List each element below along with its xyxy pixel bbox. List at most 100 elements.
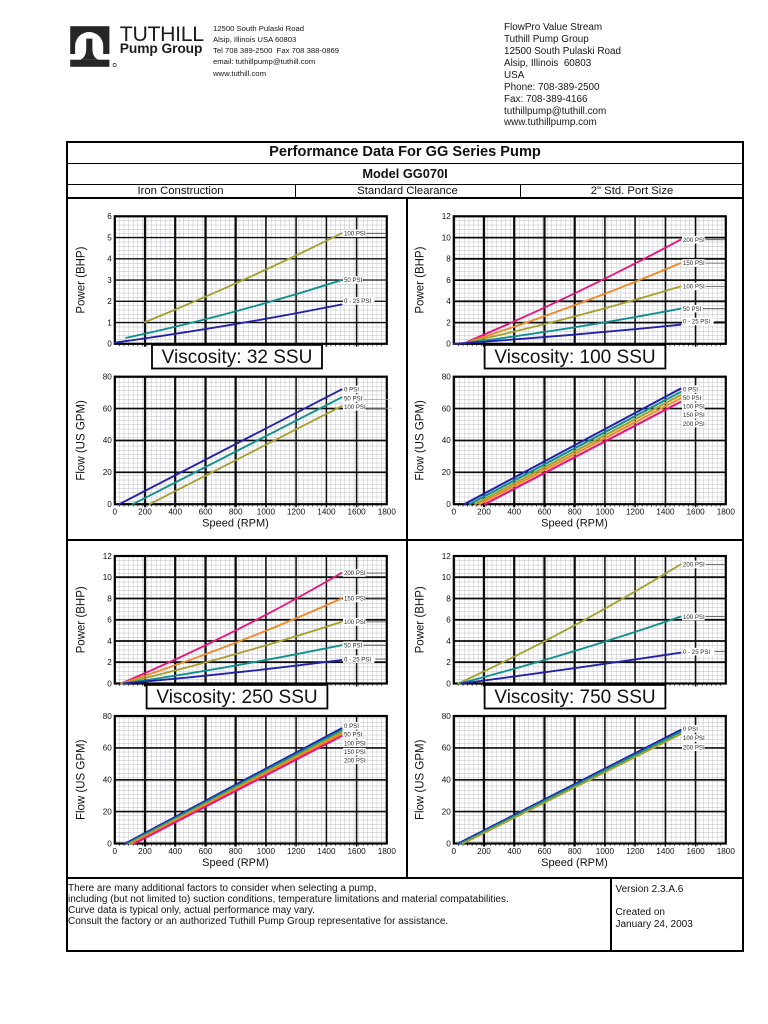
svg-text:100 PSI: 100 PSI — [344, 619, 366, 626]
svg-text:100 PSI: 100 PSI — [683, 284, 705, 291]
svg-text:10: 10 — [442, 233, 452, 242]
svg-text:0: 0 — [446, 500, 451, 509]
svg-text:200: 200 — [477, 508, 491, 517]
svg-text:2: 2 — [107, 658, 112, 667]
svg-text:2: 2 — [446, 658, 451, 667]
svg-text:1000: 1000 — [596, 508, 615, 517]
svg-text:0: 0 — [113, 508, 118, 517]
svg-text:100 PSI: 100 PSI — [344, 404, 366, 411]
svg-text:12: 12 — [442, 552, 452, 561]
svg-text:20: 20 — [442, 468, 452, 477]
svg-text:6: 6 — [107, 616, 112, 625]
svg-text:80: 80 — [442, 712, 452, 721]
svg-text:Flow (US GPM): Flow (US GPM) — [415, 739, 427, 820]
svg-text:0 - 25 PSI: 0 - 25 PSI — [344, 656, 371, 663]
svg-text:4: 4 — [107, 637, 112, 646]
svg-text:40: 40 — [103, 776, 113, 785]
svg-text:Speed (RPM): Speed (RPM) — [541, 518, 608, 530]
svg-text:1400: 1400 — [656, 508, 675, 517]
svg-text:Viscosity: 32 SSU: Viscosity: 32 SSU — [162, 347, 313, 368]
svg-text:200 PSI: 200 PSI — [683, 421, 705, 428]
svg-text:Speed (RPM): Speed (RPM) — [202, 518, 269, 530]
svg-text:1600: 1600 — [347, 508, 366, 517]
svg-text:40: 40 — [442, 436, 452, 445]
svg-text:1400: 1400 — [656, 847, 675, 856]
svg-text:1200: 1200 — [287, 508, 306, 517]
svg-text:150 PSI: 150 PSI — [344, 596, 366, 603]
svg-text:5: 5 — [107, 233, 112, 242]
svg-text:20: 20 — [103, 807, 113, 816]
svg-text:80: 80 — [103, 373, 113, 382]
svg-text:1600: 1600 — [686, 508, 705, 517]
svg-text:1600: 1600 — [347, 847, 366, 856]
svg-text:Power (BHP): Power (BHP) — [415, 246, 427, 313]
svg-text:4: 4 — [107, 255, 112, 264]
svg-text:0: 0 — [107, 679, 112, 688]
svg-text:600: 600 — [538, 847, 552, 856]
svg-text:200 PSI: 200 PSI — [683, 744, 705, 751]
svg-text:1800: 1800 — [717, 508, 736, 517]
svg-text:1200: 1200 — [626, 847, 645, 856]
svg-text:1400: 1400 — [317, 847, 336, 856]
svg-text:1000: 1000 — [596, 847, 615, 856]
svg-text:100 PSI: 100 PSI — [683, 735, 705, 742]
svg-text:0 - 25 PSI: 0 - 25 PSI — [344, 298, 371, 305]
svg-text:0: 0 — [446, 340, 451, 349]
svg-text:0 PSI: 0 PSI — [344, 723, 359, 730]
svg-text:200 PSI: 200 PSI — [683, 237, 705, 244]
svg-text:2: 2 — [446, 318, 451, 327]
svg-text:50 PSI: 50 PSI — [683, 395, 702, 402]
svg-text:200: 200 — [477, 847, 491, 856]
svg-text:1600: 1600 — [686, 847, 705, 856]
svg-text:Power (BHP): Power (BHP) — [76, 586, 88, 653]
svg-text:8: 8 — [107, 594, 112, 603]
svg-text:0 PSI: 0 PSI — [344, 387, 359, 394]
svg-text:20: 20 — [442, 807, 452, 816]
svg-text:400: 400 — [168, 508, 182, 517]
svg-text:200 PSI: 200 PSI — [344, 570, 366, 577]
svg-text:0: 0 — [107, 839, 112, 848]
svg-text:400: 400 — [507, 847, 521, 856]
svg-text:0: 0 — [113, 847, 118, 856]
svg-text:60: 60 — [442, 404, 452, 413]
svg-text:50 PSI: 50 PSI — [683, 306, 702, 313]
svg-text:60: 60 — [103, 744, 113, 753]
svg-text:60: 60 — [103, 404, 113, 413]
svg-text:50 PSI: 50 PSI — [344, 277, 363, 284]
svg-text:Flow (US GPM): Flow (US GPM) — [76, 400, 88, 481]
svg-text:800: 800 — [229, 508, 243, 517]
svg-text:1200: 1200 — [287, 847, 306, 856]
svg-text:1400: 1400 — [317, 508, 336, 517]
svg-text:10: 10 — [442, 573, 452, 582]
svg-text:8: 8 — [446, 594, 451, 603]
svg-text:6: 6 — [107, 212, 112, 221]
svg-text:100 PSI: 100 PSI — [683, 404, 705, 411]
svg-text:800: 800 — [229, 847, 243, 856]
svg-text:1200: 1200 — [626, 508, 645, 517]
svg-text:Viscosity: 100 SSU: Viscosity: 100 SSU — [494, 347, 655, 368]
svg-text:100 PSI: 100 PSI — [683, 614, 705, 621]
svg-text:0 PSI: 0 PSI — [683, 386, 698, 393]
svg-text:4: 4 — [446, 297, 451, 306]
svg-text:1800: 1800 — [717, 847, 736, 856]
svg-text:0 - 25 PSI: 0 - 25 PSI — [683, 319, 710, 326]
svg-text:12: 12 — [103, 552, 113, 561]
svg-text:2: 2 — [107, 297, 112, 306]
svg-text:6: 6 — [446, 276, 451, 285]
svg-text:0 - 25 PSI: 0 - 25 PSI — [683, 649, 710, 656]
svg-text:50 PSI: 50 PSI — [344, 395, 363, 402]
svg-text:Speed (RPM): Speed (RPM) — [202, 857, 269, 869]
svg-text:8: 8 — [446, 255, 451, 264]
svg-text:4: 4 — [446, 637, 451, 646]
svg-text:Power (BHP): Power (BHP) — [76, 246, 88, 313]
svg-text:0: 0 — [452, 508, 457, 517]
svg-text:3: 3 — [107, 276, 112, 285]
svg-text:0: 0 — [446, 679, 451, 688]
svg-text:80: 80 — [442, 373, 452, 382]
svg-text:Viscosity: 750 SSU: Viscosity: 750 SSU — [494, 687, 655, 708]
svg-text:600: 600 — [538, 508, 552, 517]
svg-text:Viscosity: 250 SSU: Viscosity: 250 SSU — [156, 687, 317, 708]
svg-text:1000: 1000 — [257, 508, 276, 517]
svg-text:150 PSI: 150 PSI — [683, 260, 705, 267]
svg-text:400: 400 — [168, 847, 182, 856]
